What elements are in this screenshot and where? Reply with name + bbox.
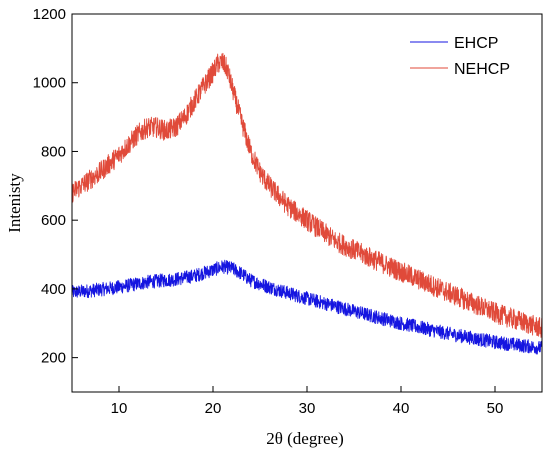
x-axis-title: 2θ (degree) [266, 429, 344, 448]
y-tick-label: 1000 [33, 75, 66, 92]
x-tick-label: 50 [487, 400, 504, 417]
legend-label-ehcp: EHCP [454, 35, 498, 52]
series-layer [71, 52, 543, 355]
legend-label-nehcp: NEHCP [454, 61, 510, 78]
y-tick-label: 200 [41, 350, 66, 367]
x-axis-ticks: 10 20 30 40 50 [111, 386, 504, 417]
series-line-nehcp [71, 52, 543, 338]
y-axis-title: Intenisty [5, 173, 24, 233]
series-line-ehcp [71, 259, 543, 355]
y-tick-label: 1200 [33, 6, 66, 23]
x-tick-label: 30 [299, 400, 316, 417]
y-axis-ticks: 200 400 600 800 1000 1200 [33, 6, 78, 367]
y-tick-label: 400 [41, 281, 66, 298]
legend: EHCP NEHCP [410, 35, 510, 78]
x-tick-label: 20 [205, 400, 222, 417]
y-tick-label: 800 [41, 143, 66, 160]
y-tick-label: 600 [41, 212, 66, 229]
x-tick-label: 10 [111, 400, 128, 417]
x-tick-label: 40 [393, 400, 410, 417]
